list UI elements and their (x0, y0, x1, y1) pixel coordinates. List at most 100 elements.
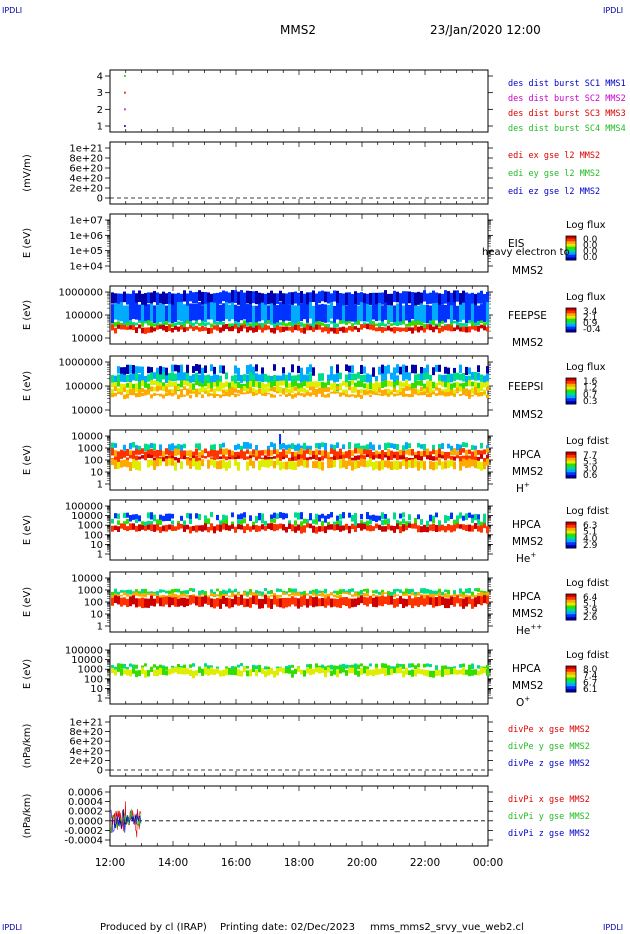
feepse-band (210, 323, 213, 328)
feepse-band (468, 320, 471, 324)
hpca-h-band (261, 450, 264, 456)
feepsi-band (213, 373, 216, 383)
hpca-h-band (333, 444, 336, 452)
feepsi-band (474, 372, 477, 381)
feepse-band (258, 303, 261, 322)
hpca-h-band (117, 457, 120, 464)
feepse-band (486, 302, 489, 322)
feepse-band (270, 290, 273, 304)
hpca-he-band (453, 519, 456, 526)
hpca-hepp-band (192, 595, 195, 604)
hpca-o-band (318, 667, 321, 674)
hpca-hepp-band (297, 592, 300, 596)
feepsi-band (270, 387, 273, 392)
feepse-band (453, 302, 456, 320)
feepsi-band (321, 381, 324, 389)
feepse-band (153, 327, 156, 332)
hpca-h-band (387, 448, 390, 457)
hpca-hepp-band (375, 589, 378, 594)
hpca-h-band (213, 460, 216, 468)
feepse-band (180, 293, 183, 308)
hpca-h-band (300, 454, 303, 459)
divpi-y-tick-label: 0.0006 (68, 788, 103, 799)
feepse-band (474, 304, 477, 324)
corner-mark-bottom-left: IPDLI (2, 923, 22, 932)
feepse-band (240, 325, 243, 332)
hpca-h-band (174, 445, 177, 451)
hpca-he-band (243, 518, 246, 524)
hpca-o-band (402, 664, 405, 670)
feepse-band (129, 325, 132, 330)
feepsi-band (165, 375, 168, 383)
divpi-frame (109, 785, 489, 847)
hpca_he-species: He+ (516, 551, 536, 565)
hpca-o-band (366, 669, 369, 676)
hpca-hepp-band (465, 588, 468, 594)
hpca-h-band (246, 456, 249, 460)
feepse-band (393, 305, 396, 323)
hpca-hepp-band (387, 595, 390, 605)
feepse-band (126, 305, 129, 323)
hpca-he-band (150, 512, 153, 520)
divpi-y-tick-label: -0.0002 (64, 826, 103, 837)
feepse-band (279, 290, 282, 302)
hpca-hepp-band (279, 588, 282, 592)
feepse-band (360, 302, 363, 322)
hpca-h-band (384, 460, 387, 468)
hpca-he-band (129, 515, 132, 522)
hpca-he-band (141, 521, 144, 528)
hpca-hepp-band (303, 595, 306, 606)
hpca-h-band (195, 461, 198, 470)
hpca-o-band (273, 670, 276, 678)
hpca-h-band (438, 448, 441, 456)
hpca-he-band (282, 512, 285, 520)
hpca-he-band (444, 515, 447, 520)
hpca-hepp-band (117, 594, 120, 597)
feepsi-colorbar-segment (566, 401, 576, 405)
hpca-o-band (111, 665, 114, 670)
hpca-he-band (471, 525, 474, 532)
feepse-band (267, 292, 270, 305)
feepse-band (342, 320, 345, 324)
feepse-band (360, 324, 363, 330)
feepse-band (348, 320, 351, 324)
hpca-h-band (240, 445, 243, 453)
hpca-h-band (480, 454, 483, 459)
feepsi-band (465, 375, 468, 384)
hpca_hepp-species-charge: ++ (530, 623, 542, 631)
hpca-o-band (486, 664, 489, 669)
hpca-h-band (369, 456, 372, 460)
hpca-h-band (216, 461, 219, 470)
hpca-o-band (399, 667, 402, 674)
divpi-y-tick-label: -0.0004 (64, 836, 103, 847)
hpca-h-band (237, 455, 240, 459)
feepsi-band (195, 380, 198, 386)
feepse-band (177, 292, 180, 304)
feepsi-band (426, 393, 429, 398)
hpca-he-band (147, 512, 150, 519)
feepsi-band (111, 375, 114, 383)
feepse-band (327, 304, 330, 323)
hpca-h-band (450, 445, 453, 452)
hpca-h-band (483, 461, 486, 470)
hpca-hepp-band (180, 593, 183, 597)
feepsi-band (399, 366, 402, 375)
hpca-h-band (168, 458, 171, 466)
feepse-band (228, 292, 231, 304)
feepse-band (144, 320, 147, 324)
feepsi-band (306, 391, 309, 396)
hpca-o-band (195, 670, 198, 676)
time-axis-tick-label: 12:00 (95, 857, 125, 869)
feepsi-band (351, 386, 354, 393)
hpca-h-band (240, 454, 243, 459)
divpi-legend-2: divPi y gse MMS2 (508, 812, 590, 822)
feepse-colorbar-tick: 2.1 (583, 313, 597, 323)
feepse-band (405, 327, 408, 332)
hpca-he-band (273, 518, 276, 523)
feepsi-band (393, 393, 396, 397)
feepsi-band (381, 364, 384, 374)
feepsi-band (207, 374, 210, 384)
feepse-band (198, 302, 201, 320)
hpca-h-band (444, 461, 447, 469)
feepsi-band (132, 383, 135, 389)
